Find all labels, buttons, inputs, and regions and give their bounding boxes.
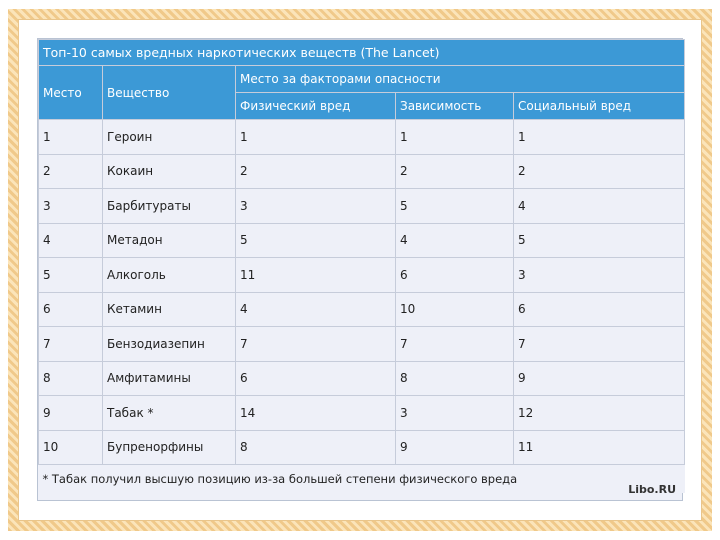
cell-physical: 6 xyxy=(235,360,396,396)
table-container: Топ-10 самых вредных наркотических вещес… xyxy=(37,38,685,501)
cell-dependence: 7 xyxy=(395,326,514,362)
header-dependence: Зависимость xyxy=(395,92,514,120)
cell-social: 3 xyxy=(513,257,685,293)
cell-substance: Метадон xyxy=(102,222,236,258)
cell-social: 2 xyxy=(513,153,685,189)
cell-dependence: 5 xyxy=(395,188,514,224)
table-row: 6 Кетамин 4 10 6 xyxy=(38,291,685,327)
cell-place: 8 xyxy=(38,360,103,396)
cell-dependence: 4 xyxy=(395,222,514,258)
header-place: Место xyxy=(38,65,103,120)
table-row: 2 Кокаин 2 2 2 xyxy=(38,153,685,189)
cell-dependence: 6 xyxy=(395,257,514,293)
source-credit: Libo.RU xyxy=(628,483,676,496)
cell-physical: 5 xyxy=(235,222,396,258)
table-title: Топ-10 самых вредных наркотических вещес… xyxy=(38,39,685,66)
table-row: 1 Героин 1 1 1 xyxy=(38,119,685,155)
cell-substance: Бупренорфины xyxy=(102,429,236,465)
cell-place: 2 xyxy=(38,153,103,189)
cell-substance: Героин xyxy=(102,119,236,155)
cell-place: 7 xyxy=(38,326,103,362)
cell-social: 4 xyxy=(513,188,685,224)
cell-physical: 8 xyxy=(235,429,396,465)
cell-dependence: 1 xyxy=(395,119,514,155)
cell-social: 5 xyxy=(513,222,685,258)
cell-substance: Табак * xyxy=(102,395,236,431)
cell-place: 3 xyxy=(38,188,103,224)
cell-dependence: 10 xyxy=(395,291,514,327)
cell-substance: Кетамин xyxy=(102,291,236,327)
cell-physical: 1 xyxy=(235,119,396,155)
cell-place: 1 xyxy=(38,119,103,155)
cell-dependence: 8 xyxy=(395,360,514,396)
header-physical-harm: Физический вред xyxy=(235,92,396,120)
cell-dependence: 3 xyxy=(395,395,514,431)
header-risk-factors: Место за факторами опасности xyxy=(235,65,685,93)
cell-social: 9 xyxy=(513,360,685,396)
cell-place: 4 xyxy=(38,222,103,258)
header-social-harm: Социальный вред xyxy=(513,92,685,120)
cell-physical: 7 xyxy=(235,326,396,362)
table-footnote: * Табак получил высшую позицию из-за бол… xyxy=(38,464,685,493)
cell-substance: Барбитураты xyxy=(102,188,236,224)
table-row: 4 Метадон 5 4 5 xyxy=(38,222,685,258)
cell-place: 9 xyxy=(38,395,103,431)
table-row: 8 Амфитамины 6 8 9 xyxy=(38,360,685,396)
cell-social: 1 xyxy=(513,119,685,155)
cell-social: 11 xyxy=(513,429,685,465)
cell-social: 12 xyxy=(513,395,685,431)
drugs-harm-table: Топ-10 самых вредных наркотических вещес… xyxy=(38,39,685,493)
cell-substance: Бензодиазепин xyxy=(102,326,236,362)
cell-substance: Алкоголь xyxy=(102,257,236,293)
table-row: 10 Бупренорфины 8 9 11 xyxy=(38,429,685,465)
table-row: 7 Бензодиазепин 7 7 7 xyxy=(38,326,685,362)
cell-place: 10 xyxy=(38,429,103,465)
table-row: 3 Барбитураты 3 5 4 xyxy=(38,188,685,224)
cell-dependence: 2 xyxy=(395,153,514,189)
table-row: 9 Табак * 14 3 12 xyxy=(38,395,685,431)
cell-social: 6 xyxy=(513,291,685,327)
cell-physical: 3 xyxy=(235,188,396,224)
table-row: 5 Алкоголь 11 6 3 xyxy=(38,257,685,293)
cell-substance: Кокаин xyxy=(102,153,236,189)
slide-inner-border xyxy=(18,19,702,521)
cell-physical: 14 xyxy=(235,395,396,431)
cell-substance: Амфитамины xyxy=(102,360,236,396)
cell-physical: 4 xyxy=(235,291,396,327)
cell-social: 7 xyxy=(513,326,685,362)
cell-dependence: 9 xyxy=(395,429,514,465)
cell-physical: 11 xyxy=(235,257,396,293)
cell-physical: 2 xyxy=(235,153,396,189)
cell-place: 6 xyxy=(38,291,103,327)
header-substance: Вещество xyxy=(102,65,236,120)
cell-place: 5 xyxy=(38,257,103,293)
